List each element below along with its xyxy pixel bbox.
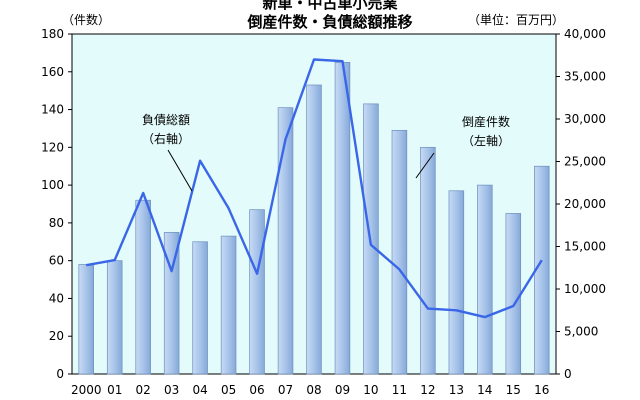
- x-tick-label: 16: [534, 383, 549, 397]
- bar: [163, 231, 180, 375]
- plot-area: 02040608010012014016018005,00010,00015,0…: [41, 27, 606, 397]
- annotation-count-title: 倒産件数: [462, 114, 510, 129]
- x-tick-label: 03: [164, 383, 179, 397]
- bar: [249, 209, 265, 375]
- bar: [391, 129, 408, 375]
- x-tick-label: 12: [420, 383, 435, 397]
- x-tick-label: 01: [107, 383, 122, 397]
- right-tick-label: 40,000: [564, 27, 606, 41]
- chart-top-title: 新車・中古車小売業: [262, 0, 398, 12]
- bar: [477, 184, 493, 375]
- left-tick-label: 20: [49, 329, 64, 343]
- left-tick-label: 160: [41, 65, 64, 79]
- annotation-debt-title: 負債総額: [142, 112, 190, 127]
- annotation-debt-leader: [167, 149, 193, 192]
- x-tick-label: 02: [136, 383, 151, 397]
- bar: [334, 61, 351, 375]
- left-tick-label: 120: [41, 140, 64, 154]
- x-tick-label: 08: [306, 383, 321, 397]
- right-tick-label: 30,000: [564, 112, 606, 126]
- left-tick-label: 100: [41, 178, 64, 192]
- left-tick-label: 80: [49, 216, 64, 230]
- x-tick-label: 14: [477, 383, 492, 397]
- left-tick-label: 40: [49, 291, 64, 305]
- right-tick-label: 0: [564, 367, 572, 381]
- right-axis-unit: （単位：百万円）: [468, 12, 564, 27]
- right-tick-label: 25,000: [564, 155, 606, 169]
- bar: [78, 264, 94, 375]
- annotation-count-axis: （左軸）: [462, 133, 510, 148]
- x-tick-label: 15: [506, 383, 521, 397]
- x-tick-label: 09: [335, 383, 350, 397]
- x-tick-label: 04: [192, 383, 207, 397]
- x-tick-label: 05: [221, 383, 236, 397]
- right-tick-label: 15,000: [564, 240, 606, 254]
- right-tick-label: 5,000: [564, 325, 598, 339]
- annotation-count-leader: [415, 152, 435, 179]
- left-tick-label: 60: [49, 254, 64, 268]
- bar: [306, 84, 322, 375]
- left-tick-label: 140: [41, 103, 64, 117]
- x-tick-label: 07: [278, 383, 293, 397]
- bar: [220, 235, 237, 375]
- bar: [420, 146, 436, 375]
- left-tick-label: 0: [56, 367, 64, 381]
- bar: [135, 199, 151, 375]
- left-axis-unit: （件数）: [62, 12, 110, 27]
- right-tick-label: 35,000: [564, 70, 606, 84]
- bar: [106, 260, 123, 375]
- bar: [505, 213, 522, 375]
- x-tick-label: 10: [363, 383, 378, 397]
- x-tick-label: 13: [449, 383, 464, 397]
- bar: [192, 241, 208, 375]
- bar: [448, 190, 465, 375]
- x-tick-label: 06: [249, 383, 264, 397]
- left-tick-label: 180: [41, 27, 64, 41]
- bar: [277, 107, 294, 375]
- x-tick-label: 11: [392, 383, 407, 397]
- x-tick-label: 2000: [71, 383, 102, 397]
- right-tick-label: 10,000: [564, 282, 606, 296]
- right-tick-label: 20,000: [564, 197, 606, 211]
- annotation-debt-axis: （右軸）: [142, 131, 190, 146]
- chart-title: 倒産件数・負債総額推移: [246, 13, 412, 31]
